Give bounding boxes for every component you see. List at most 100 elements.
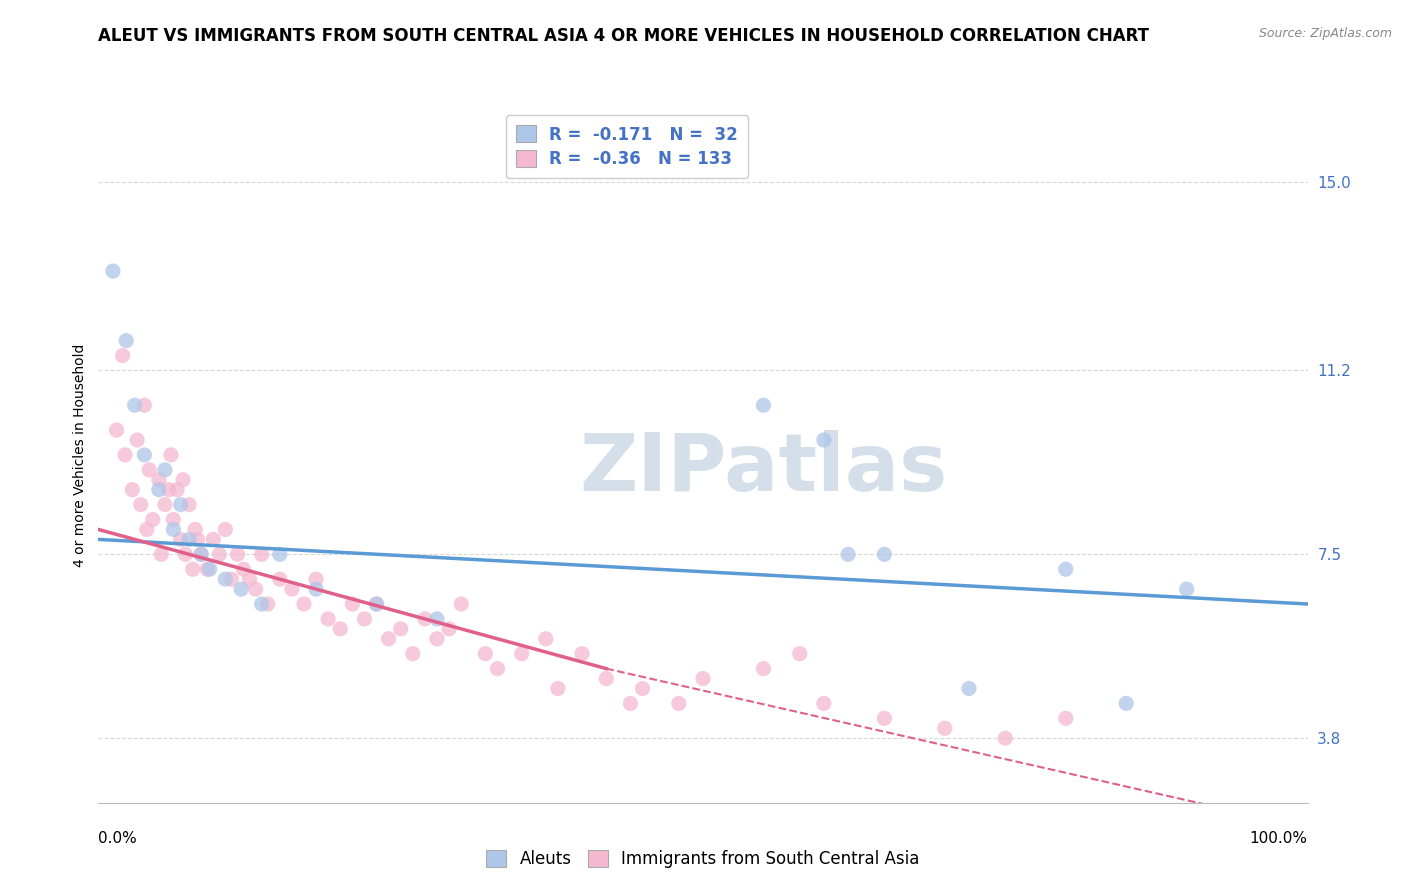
Point bbox=[142, 512, 165, 526]
Point bbox=[342, 597, 364, 611]
Point bbox=[281, 582, 304, 596]
Point bbox=[153, 498, 176, 512]
Point bbox=[179, 498, 201, 512]
Point bbox=[316, 612, 339, 626]
Point bbox=[692, 672, 714, 686]
Point bbox=[413, 612, 436, 626]
Point bbox=[269, 547, 291, 561]
Point bbox=[873, 711, 896, 725]
Point bbox=[160, 448, 183, 462]
Point bbox=[250, 597, 273, 611]
Point bbox=[292, 597, 315, 611]
Y-axis label: 4 or more Vehicles in Household: 4 or more Vehicles in Household bbox=[73, 343, 87, 566]
Point bbox=[1054, 711, 1077, 725]
Point bbox=[353, 612, 375, 626]
Point bbox=[256, 597, 278, 611]
Point bbox=[127, 433, 149, 447]
Point bbox=[214, 523, 236, 537]
Point bbox=[426, 612, 449, 626]
Point bbox=[450, 597, 472, 611]
Point bbox=[1175, 582, 1198, 596]
Point bbox=[571, 647, 593, 661]
Point bbox=[134, 448, 156, 462]
Text: 0.0%: 0.0% bbox=[98, 830, 138, 846]
Point bbox=[181, 562, 204, 576]
Point bbox=[174, 547, 197, 561]
Point bbox=[934, 721, 956, 735]
Point bbox=[179, 533, 201, 547]
Point bbox=[208, 547, 231, 561]
Point bbox=[202, 533, 225, 547]
Point bbox=[245, 582, 267, 596]
Point bbox=[169, 533, 191, 547]
Point bbox=[752, 662, 775, 676]
Point bbox=[402, 647, 425, 661]
Point bbox=[534, 632, 557, 646]
Point bbox=[157, 483, 180, 497]
Point bbox=[668, 697, 690, 711]
Point bbox=[377, 632, 399, 646]
Point bbox=[229, 582, 252, 596]
Point bbox=[115, 334, 138, 348]
Point bbox=[631, 681, 654, 696]
Point bbox=[426, 632, 449, 646]
Point bbox=[101, 264, 124, 278]
Point bbox=[250, 547, 273, 561]
Legend: R =  -0.171   N =  32, R =  -0.36   N = 133: R = -0.171 N = 32, R = -0.36 N = 133 bbox=[506, 115, 748, 178]
Point bbox=[366, 597, 388, 611]
Point bbox=[124, 398, 146, 412]
Point bbox=[187, 533, 209, 547]
Point bbox=[510, 647, 533, 661]
Point bbox=[129, 498, 152, 512]
Point bbox=[389, 622, 412, 636]
Text: Source: ZipAtlas.com: Source: ZipAtlas.com bbox=[1258, 27, 1392, 40]
Point bbox=[172, 473, 194, 487]
Point bbox=[121, 483, 143, 497]
Point bbox=[813, 697, 835, 711]
Point bbox=[752, 398, 775, 412]
Point bbox=[166, 483, 188, 497]
Point bbox=[214, 572, 236, 586]
Point bbox=[195, 562, 218, 576]
Text: ZIPatlas: ZIPatlas bbox=[579, 430, 948, 508]
Point bbox=[486, 662, 509, 676]
Point bbox=[813, 433, 835, 447]
Point bbox=[138, 463, 160, 477]
Point bbox=[789, 647, 811, 661]
Point bbox=[162, 512, 184, 526]
Point bbox=[437, 622, 460, 636]
Point bbox=[111, 349, 134, 363]
Point bbox=[148, 473, 170, 487]
Point bbox=[148, 483, 170, 497]
Point bbox=[239, 572, 262, 586]
Text: 100.0%: 100.0% bbox=[1250, 830, 1308, 846]
Point bbox=[135, 523, 157, 537]
Point bbox=[305, 582, 328, 596]
Point bbox=[474, 647, 496, 661]
Point bbox=[366, 597, 388, 611]
Point bbox=[619, 697, 641, 711]
Point bbox=[198, 562, 221, 576]
Point bbox=[162, 523, 184, 537]
Point bbox=[873, 547, 896, 561]
Point bbox=[153, 463, 176, 477]
Point bbox=[994, 731, 1017, 746]
Point bbox=[134, 398, 156, 412]
Point bbox=[190, 547, 212, 561]
Point bbox=[105, 423, 128, 437]
Point bbox=[221, 572, 243, 586]
Point bbox=[1115, 697, 1137, 711]
Point bbox=[114, 448, 136, 462]
Point bbox=[190, 547, 212, 561]
Point bbox=[150, 547, 173, 561]
Point bbox=[329, 622, 352, 636]
Point bbox=[1054, 562, 1077, 576]
Point bbox=[305, 572, 328, 586]
Point bbox=[169, 498, 191, 512]
Point bbox=[269, 572, 291, 586]
Point bbox=[595, 672, 617, 686]
Point bbox=[226, 547, 249, 561]
Point bbox=[547, 681, 569, 696]
Legend: Aleuts, Immigrants from South Central Asia: Aleuts, Immigrants from South Central As… bbox=[479, 843, 927, 875]
Text: ALEUT VS IMMIGRANTS FROM SOUTH CENTRAL ASIA 4 OR MORE VEHICLES IN HOUSEHOLD CORR: ALEUT VS IMMIGRANTS FROM SOUTH CENTRAL A… bbox=[98, 27, 1150, 45]
